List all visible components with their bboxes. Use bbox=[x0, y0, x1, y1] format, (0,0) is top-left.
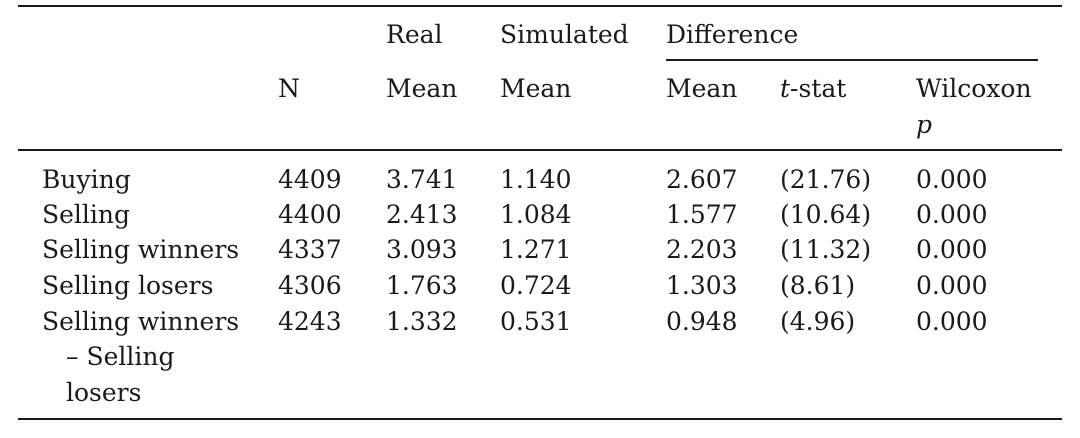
header-real-mean: Mean bbox=[386, 74, 458, 103]
row-simulated-mean: 1.271 bbox=[500, 235, 572, 264]
row-t-stat: (10.64) bbox=[780, 200, 872, 229]
header-difference: Difference bbox=[666, 20, 799, 49]
row-wilcoxon-p: 0.000 bbox=[916, 200, 988, 229]
row-label: Selling winners bbox=[42, 235, 240, 264]
header-wilcoxon-p: p bbox=[916, 110, 933, 139]
header-wilcoxon: Wilcoxon bbox=[916, 74, 1032, 103]
row-real-mean: 1.332 bbox=[386, 307, 458, 336]
row-t-stat: (21.76) bbox=[780, 165, 872, 194]
row-wilcoxon-p: 0.000 bbox=[916, 271, 988, 300]
header-difference-mean: Mean bbox=[666, 74, 738, 103]
row-n: 4306 bbox=[278, 271, 342, 300]
row-real-mean: 2.413 bbox=[386, 200, 458, 229]
header-t-stat: t-stat bbox=[780, 74, 846, 104]
row-label: Selling winners bbox=[42, 307, 240, 336]
row-simulated-mean: 0.724 bbox=[500, 271, 572, 300]
row-difference-mean: 2.203 bbox=[666, 235, 738, 264]
row-wilcoxon-p: 0.000 bbox=[916, 235, 988, 264]
header-n: N bbox=[278, 74, 300, 103]
row-label-continuation: losers bbox=[66, 378, 142, 407]
header-t-stat-rest: -stat bbox=[790, 74, 847, 103]
row-simulated-mean: 0.531 bbox=[500, 307, 572, 336]
table-top-rule bbox=[18, 5, 1062, 7]
header-bottom-rule bbox=[18, 149, 1062, 151]
row-label: Selling bbox=[42, 200, 131, 229]
header-simulated-mean: Mean bbox=[500, 74, 572, 103]
difference-span-rule bbox=[666, 59, 1038, 61]
row-n: 4243 bbox=[278, 307, 342, 336]
row-difference-mean: 2.607 bbox=[666, 165, 738, 194]
row-wilcoxon-p: 0.000 bbox=[916, 307, 988, 336]
header-real: Real bbox=[386, 20, 443, 49]
row-label-continuation: – Selling bbox=[66, 342, 175, 371]
row-n: 4400 bbox=[278, 200, 342, 229]
row-real-mean: 3.741 bbox=[386, 165, 458, 194]
row-label: Selling losers bbox=[42, 271, 214, 300]
row-t-stat: (11.32) bbox=[780, 235, 872, 264]
row-real-mean: 1.763 bbox=[386, 271, 458, 300]
header-t-stat-italic: t bbox=[780, 74, 791, 103]
row-label: Buying bbox=[42, 165, 131, 194]
row-difference-mean: 1.577 bbox=[666, 200, 738, 229]
row-real-mean: 3.093 bbox=[386, 235, 458, 264]
row-difference-mean: 1.303 bbox=[666, 271, 738, 300]
row-difference-mean: 0.948 bbox=[666, 307, 738, 336]
row-n: 4409 bbox=[278, 165, 342, 194]
row-t-stat: (8.61) bbox=[780, 271, 856, 300]
row-wilcoxon-p: 0.000 bbox=[916, 165, 988, 194]
header-simulated: Simulated bbox=[500, 20, 629, 49]
row-simulated-mean: 1.084 bbox=[500, 200, 572, 229]
row-t-stat: (4.96) bbox=[780, 307, 856, 336]
table-bottom-rule bbox=[18, 418, 1062, 420]
row-simulated-mean: 1.140 bbox=[500, 165, 572, 194]
row-n: 4337 bbox=[278, 235, 342, 264]
